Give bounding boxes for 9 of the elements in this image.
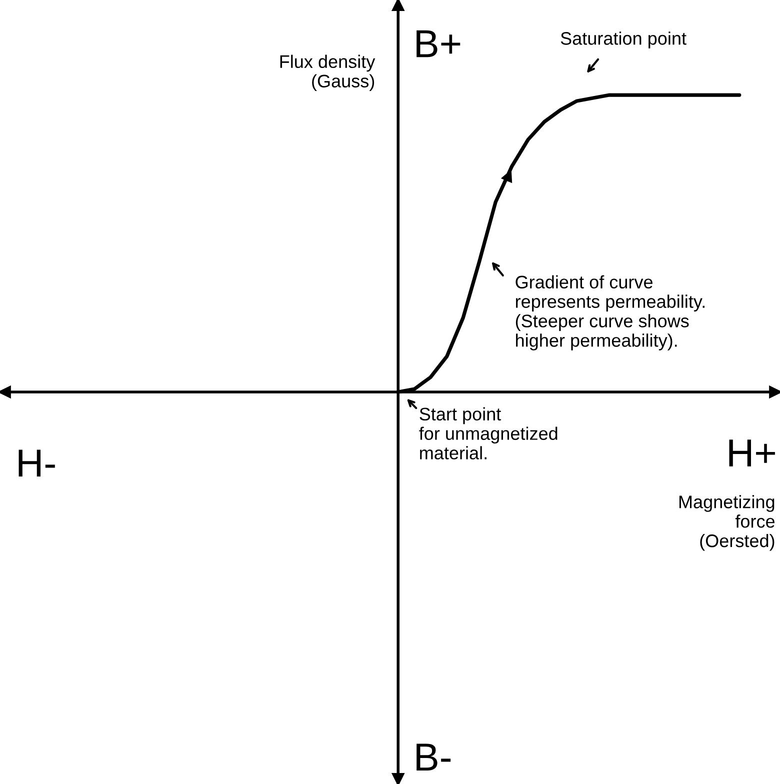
text: H- [18, 450, 55, 477]
text: B- [416, 744, 451, 771]
annotation: Gradient of curve represents permeability. (Steeper curve shows higher permeability). [516, 275, 704, 350]
text: Magnetizing force (Oersted) [679, 495, 775, 551]
text: Saturation point [560, 32, 686, 48]
text: Start point for unmagnetized material. [419, 407, 558, 460]
text: H+ [729, 440, 775, 466]
y-axis-title: Flux density (Gauss) [280, 54, 376, 92]
text: B+ [416, 30, 460, 58]
